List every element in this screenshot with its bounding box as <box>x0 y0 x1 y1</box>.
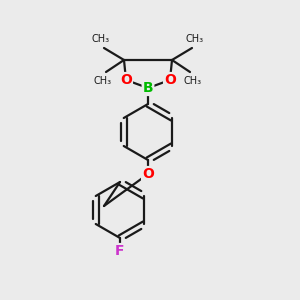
Text: B: B <box>143 81 153 95</box>
Text: O: O <box>164 73 176 87</box>
Text: F: F <box>115 244 125 258</box>
Text: CH₃: CH₃ <box>186 34 204 44</box>
Text: O: O <box>142 167 154 181</box>
Text: CH₃: CH₃ <box>184 76 202 86</box>
Text: CH₃: CH₃ <box>92 34 110 44</box>
Text: O: O <box>120 73 132 87</box>
Text: CH₃: CH₃ <box>94 76 112 86</box>
